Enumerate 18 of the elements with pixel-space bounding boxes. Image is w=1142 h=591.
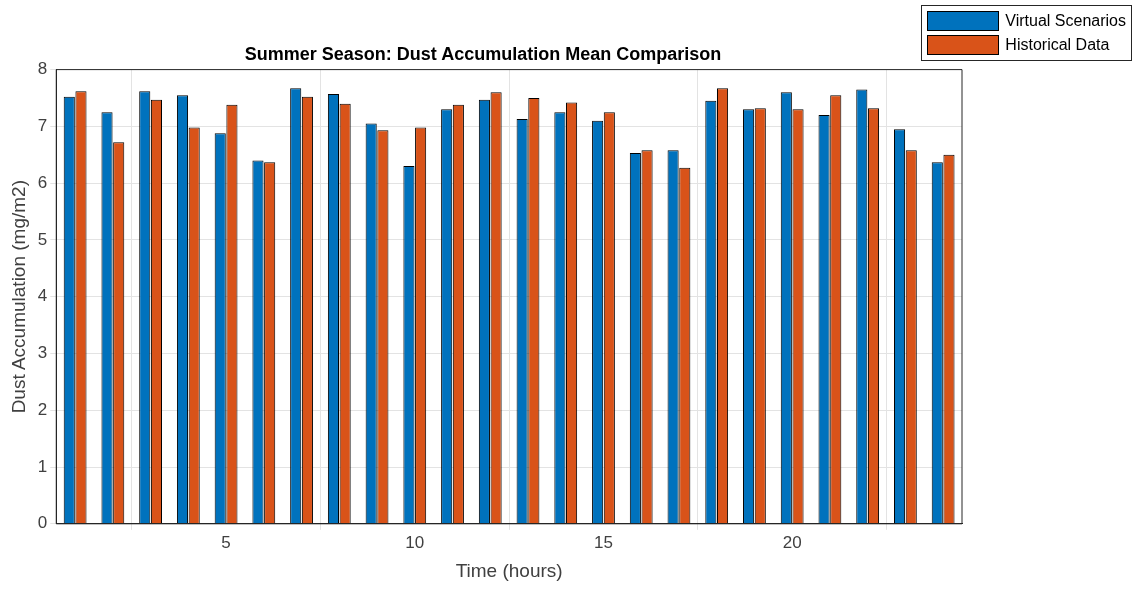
y-tick-label: 4 [37, 286, 48, 306]
y-tick-label: 5 [37, 229, 48, 249]
x-tick-label: 15 [594, 532, 613, 552]
y-tick-label: 3 [37, 343, 48, 363]
y-tick-label: 0 [37, 513, 48, 533]
y-tick-label: 7 [37, 116, 48, 136]
y-axis-title: Dust Accumulation (mg/m2) [7, 180, 29, 414]
y-tick-label: 8 [37, 59, 48, 79]
x-axis-title: Time (hours) [455, 559, 563, 581]
chart-title: Summer Season: Dust Accumulation Mean Comparison [244, 43, 722, 64]
y-tick-label: 6 [37, 172, 48, 192]
x-tick-label: 10 [405, 532, 425, 552]
legend-label: Virtual Scenarios [1005, 12, 1126, 30]
x-tick-label: 20 [782, 532, 802, 552]
y-tick-label: 1 [37, 456, 48, 476]
legend-label: Historical Data [1005, 36, 1110, 54]
x-tick-label: 5 [221, 532, 231, 552]
y-tick-label: 2 [37, 399, 48, 419]
